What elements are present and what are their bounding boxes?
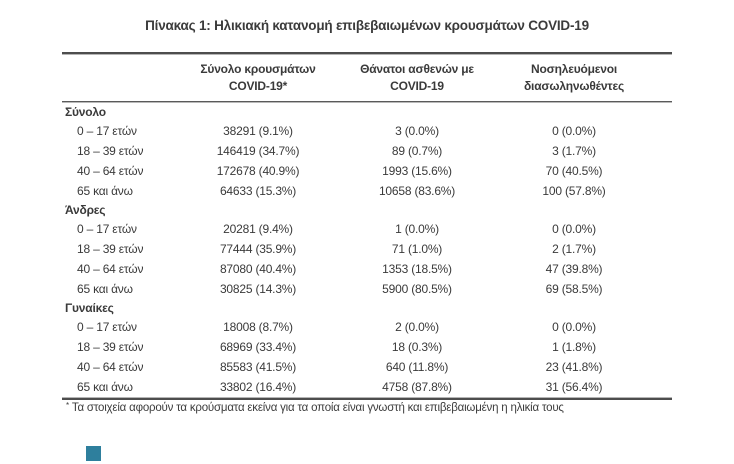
age-group-label: 18 – 39 ετών	[77, 144, 144, 158]
value-cell: 3 (0.0%)	[395, 124, 439, 138]
value-cell: 23 (41.8%)	[545, 360, 603, 374]
table-row: 65 και άνω 33802 (16.4%) 4758 (87.8%) 31 (5…	[62, 377, 672, 397]
table-row: 0 – 17 ετών 18008 (8.7%) 2 (0.0%) 0 (0.0%)	[62, 317, 672, 337]
column-header-line: COVID-19*	[228, 79, 288, 93]
value-cell: 5900 (80.5%)	[382, 282, 452, 296]
section-name: Άνδρες	[65, 203, 106, 217]
table-title: Πίνακας 1: Ηλικιακή κατανομή επιβεβαιωμέ…	[145, 18, 589, 33]
section-header-row: Σύνολο	[62, 103, 672, 121]
table-row: 65 και άνω 64633 (15.3%) 10658 (83.6%) 100 …	[62, 181, 672, 201]
covid-age-table: Σύνολο κρουσμάτων COVID-19* Θάνατοι ασθε…	[62, 52, 672, 400]
value-cell: 10658 (83.6%)	[378, 184, 456, 198]
value-cell: 30825 (14.3%)	[219, 282, 297, 296]
age-group-label: 65 και άνω	[77, 282, 133, 296]
table-row: 40 – 64 ετών 172678 (40.9%) 1993 (15.6%) 70…	[62, 161, 672, 181]
value-cell: 2 (0.0%)	[395, 320, 439, 334]
section-name: Σύνολο	[65, 105, 106, 119]
value-cell: 85583 (41.5%)	[219, 360, 297, 374]
value-cell: 47 (39.8%)	[545, 262, 603, 276]
table-row: 40 – 64 ετών 85583 (41.5%) 640 (11.8%) 23 (…	[62, 357, 672, 377]
column-header-line: COVID-19	[390, 79, 444, 93]
value-cell: 100 (57.8%)	[542, 184, 606, 198]
value-cell: 146419 (34.7%)	[216, 144, 300, 158]
table-row: 18 – 39 ετών 146419 (34.7%) 89 (0.7%) 3 (1.…	[62, 141, 672, 161]
value-cell: 172678 (40.9%)	[216, 164, 300, 178]
value-cell: 20281 (9.4%)	[223, 222, 293, 236]
value-cell: 0 (0.0%)	[552, 124, 596, 138]
value-cell: 1993 (15.6%)	[382, 164, 452, 178]
age-group-label: 40 – 64 ετών	[77, 262, 144, 276]
table-row: 0 – 17 ετών 20281 (9.4%) 1 (0.0%) 0 (0.0%)	[62, 219, 672, 239]
value-cell: 71 (1.0%)	[391, 242, 443, 256]
age-group-label: 65 και άνω	[77, 380, 133, 394]
table-footnote: * Τα στοιχεία αφορούν τα κρούσματα εκείνα…	[66, 401, 686, 414]
table-bottom-rule	[62, 397, 672, 400]
column-header-line: Θάνατοι ασθενών με	[360, 62, 474, 76]
footnote-asterisk: *	[66, 401, 69, 410]
table-row: 18 – 39 ετών 77444 (35.9%) 71 (1.0%) 2 (1.7…	[62, 239, 672, 259]
value-cell: 77444 (35.9%)	[219, 242, 297, 256]
value-cell: 0 (0.0%)	[552, 222, 596, 236]
value-cell: 4758 (87.8%)	[382, 380, 452, 394]
value-cell: 1 (0.0%)	[395, 222, 439, 236]
column-header-intubated: Νοσηλευόμενοι διασωληνωθέντες	[500, 61, 672, 95]
table-row: 65 και άνω 30825 (14.3%) 5900 (80.5%) 69 (5…	[62, 279, 672, 299]
section-header-row: Άνδρες	[62, 201, 672, 219]
value-cell: 68969 (33.4%)	[219, 340, 297, 354]
value-cell: 33802 (16.4%)	[219, 380, 297, 394]
table-body: Σύνολο 0 – 17 ετών 38291 (9.1%) 3 (0.0%) 0 (…	[62, 103, 672, 397]
value-cell: 0 (0.0%)	[552, 320, 596, 334]
value-cell: 3 (1.7%)	[552, 144, 596, 158]
column-header-line: Σύνολο κρουσμάτων	[200, 62, 316, 76]
value-cell: 640 (11.8%)	[385, 360, 449, 374]
column-header-line: διασωληνωθέντες	[523, 79, 624, 93]
table-row: 40 – 64 ετών 87080 (40.4%) 1353 (18.5%) 47 …	[62, 259, 672, 279]
value-cell: 18 (0.3%)	[391, 340, 443, 354]
value-cell: 64633 (15.3%)	[219, 184, 297, 198]
page-marker-square	[86, 446, 101, 461]
column-header-line: Νοσηλευόμενοι	[531, 62, 617, 76]
table-header-row: Σύνολο κρουσμάτων COVID-19* Θάνατοι ασθε…	[62, 55, 672, 101]
value-cell: 87080 (40.4%)	[219, 262, 297, 276]
section-header-row: Γυναίκες	[62, 299, 672, 317]
value-cell: 89 (0.7%)	[391, 144, 443, 158]
value-cell: 70 (40.5%)	[545, 164, 603, 178]
age-group-label: 0 – 17 ετών	[77, 320, 137, 334]
age-group-label: 40 – 64 ετών	[77, 360, 144, 374]
table-row: 18 – 39 ετών 68969 (33.4%) 18 (0.3%) 1 (1.8…	[62, 337, 672, 357]
value-cell: 1353 (18.5%)	[382, 262, 452, 276]
table-row: 0 – 17 ετών 38291 (9.1%) 3 (0.0%) 0 (0.0%)	[62, 121, 672, 141]
footnote-text: Τα στοιχεία αφορούν τα κρούσματα εκείνα …	[71, 402, 564, 414]
age-group-label: 18 – 39 ετών	[77, 340, 144, 354]
table-header-rule	[62, 101, 672, 103]
age-group-label: 0 – 17 ετών	[77, 124, 137, 138]
column-header-total-cases: Σύνολο κρουσμάτων COVID-19*	[182, 61, 334, 95]
value-cell: 18008 (8.7%)	[223, 320, 293, 334]
value-cell: 1 (1.8%)	[552, 340, 596, 354]
age-group-label: 65 και άνω	[77, 184, 133, 198]
age-group-label: 18 – 39 ετών	[77, 242, 144, 256]
value-cell: 31 (56.4%)	[545, 380, 603, 394]
age-group-label: 40 – 64 ετών	[77, 164, 144, 178]
value-cell: 38291 (9.1%)	[223, 124, 293, 138]
value-cell: 2 (1.7%)	[552, 242, 596, 256]
table-top-rule	[62, 52, 672, 55]
value-cell: 69 (58.5%)	[545, 282, 603, 296]
column-header-deaths: Θάνατοι ασθενών με COVID-19	[334, 61, 500, 95]
section-name: Γυναίκες	[65, 301, 114, 315]
age-group-label: 0 – 17 ετών	[77, 222, 137, 236]
